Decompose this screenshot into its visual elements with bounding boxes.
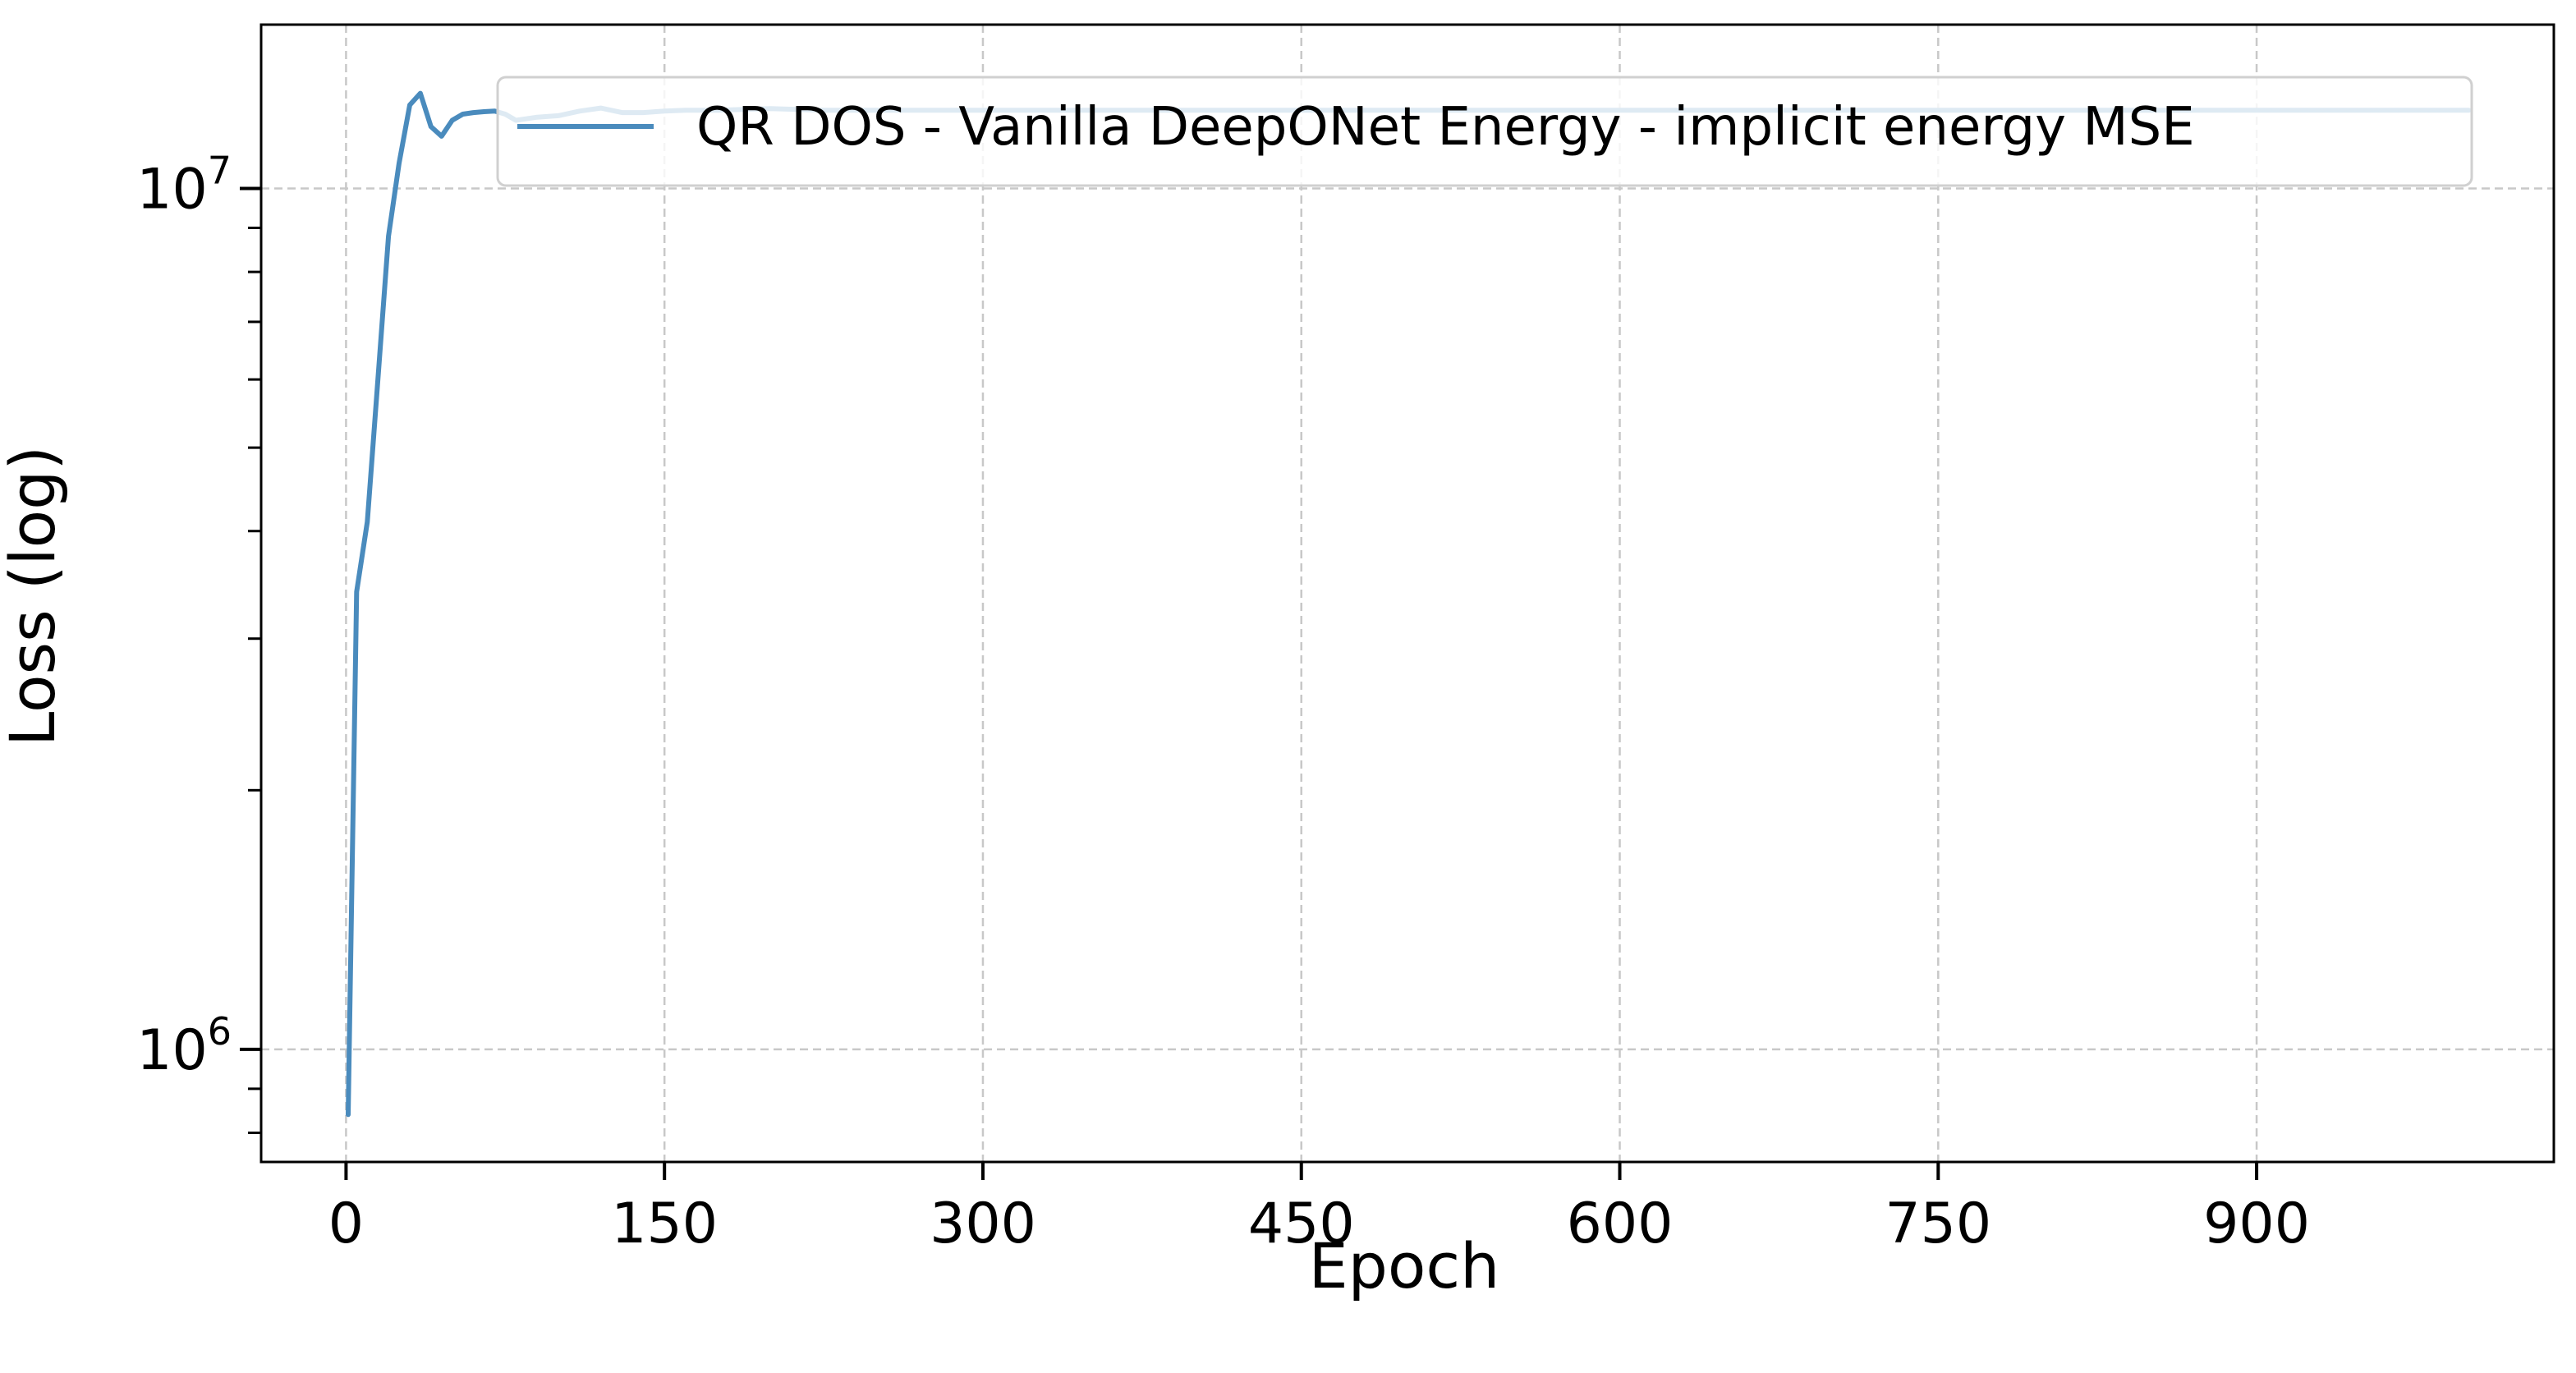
x-tick-label: 900 xyxy=(2203,1192,2310,1256)
x-tick-label: 150 xyxy=(611,1192,718,1256)
tick-layer: 0 150 300 450 600 750 900 106 107 xyxy=(136,149,2310,1256)
grid-layer xyxy=(261,25,2554,1162)
y-tick-label: 106 xyxy=(136,1009,232,1083)
y-tick-label: 107 xyxy=(136,149,232,223)
legend-box xyxy=(496,76,2473,187)
legend-entry-label: QR DOS - Vanilla DeepONet Energy - impli… xyxy=(696,97,2195,158)
x-tick-label: 300 xyxy=(930,1192,1036,1256)
plot-frame xyxy=(259,23,2555,1164)
series-layer xyxy=(346,90,2472,1118)
x-tick-label: 0 xyxy=(328,1192,364,1256)
series-line xyxy=(346,90,2472,1118)
x-tick-label: 600 xyxy=(1567,1192,1674,1256)
x-axis-label: Epoch xyxy=(1309,1229,1500,1302)
y-axis-label: Loss (log) xyxy=(0,446,69,746)
x-tick-label: 450 xyxy=(1248,1192,1355,1256)
legend: QR DOS - Vanilla DeepONet Energy - impli… xyxy=(496,76,2473,187)
x-tick-label: 750 xyxy=(1885,1192,1991,1256)
